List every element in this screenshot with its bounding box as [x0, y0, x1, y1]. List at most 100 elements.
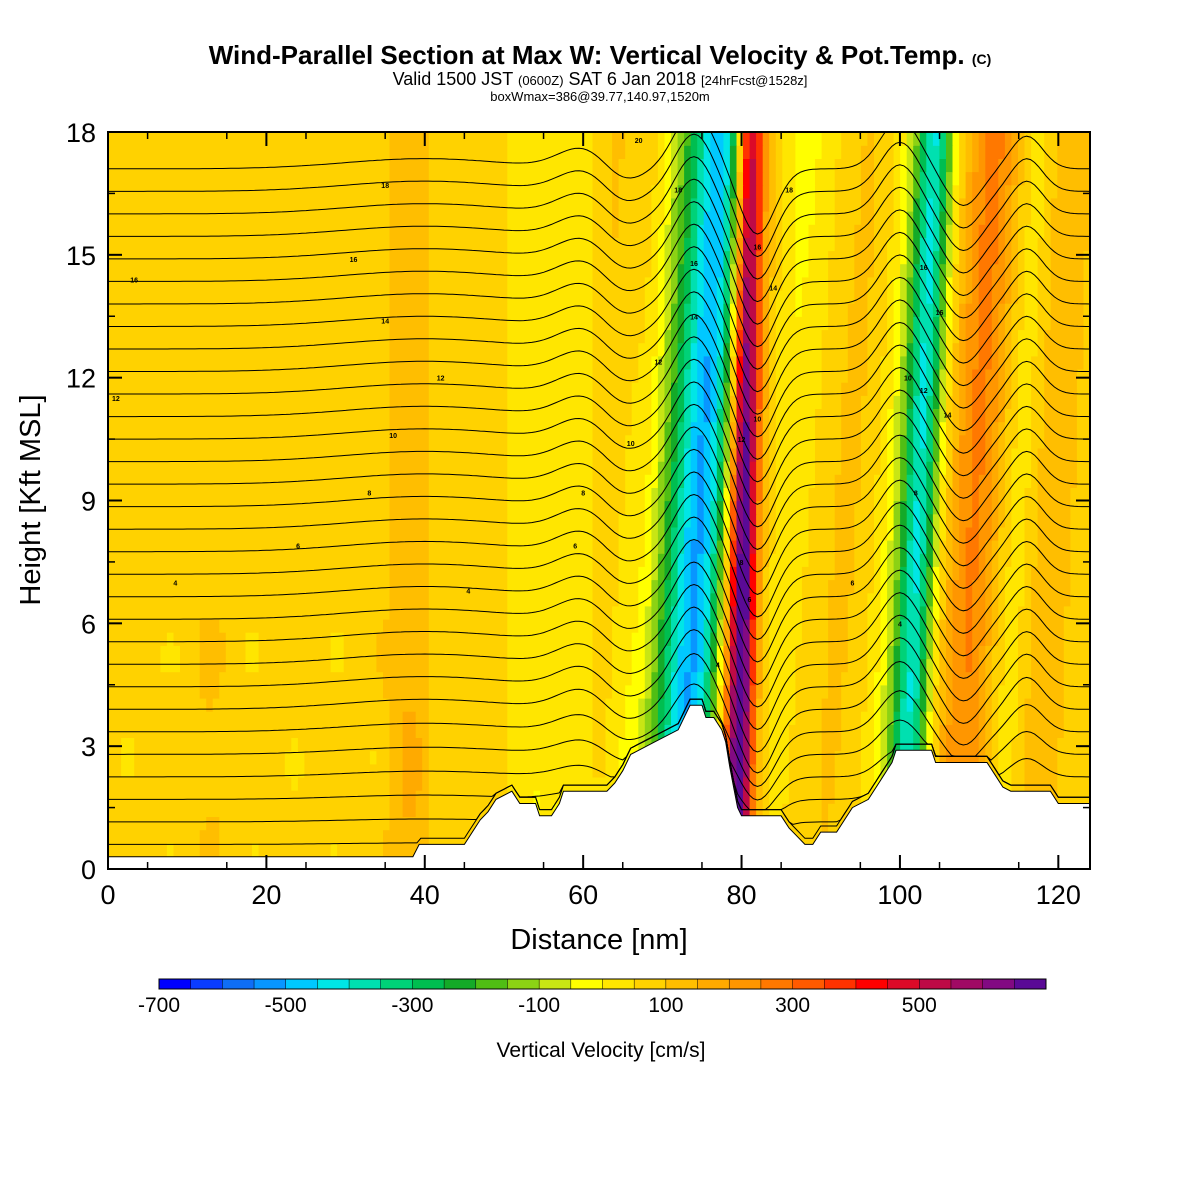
y-tick-label: 15	[66, 241, 96, 271]
theta-contours	[108, 132, 1090, 845]
colorbar-swatch	[222, 979, 255, 989]
theta-contour	[108, 246, 1090, 370]
theta-contour	[108, 583, 1090, 708]
colorbar-swatch	[665, 979, 699, 989]
theta-contour	[108, 493, 1090, 618]
svg-text:8: 8	[914, 490, 918, 497]
svg-text:8: 8	[367, 490, 371, 497]
svg-text:4: 4	[898, 621, 902, 628]
title-tag: (C)	[971, 51, 992, 67]
y-tick-label: 3	[81, 732, 96, 762]
theta-contour	[108, 133, 1090, 258]
theta-contour	[108, 201, 1090, 325]
theta-contour-label: 10	[627, 441, 635, 448]
theta-contour	[108, 358, 1090, 483]
colorbar-tick-label: 500	[902, 994, 937, 1017]
theta-contour-label: 10	[754, 417, 762, 424]
colorbar-swatch	[317, 979, 350, 989]
x-axis-label: Distance [nm]	[510, 924, 687, 956]
theta-contour-label: 4	[173, 580, 177, 587]
svg-text:10: 10	[627, 441, 635, 448]
svg-text:12: 12	[437, 376, 445, 383]
theta-contour-label: 6	[296, 544, 300, 551]
svg-text:16: 16	[936, 310, 944, 317]
colorbar-swatch	[729, 979, 762, 989]
theta-contour-label: 12	[655, 359, 663, 366]
svg-text:4: 4	[466, 589, 470, 596]
svg-text:18: 18	[785, 187, 793, 194]
colorbar-swatch	[950, 979, 984, 989]
terrain	[108, 704, 1090, 869]
theta-contour	[108, 561, 1090, 686]
theta-contour	[108, 606, 1090, 731]
theta-contour-label: 8	[367, 490, 371, 497]
theta-contour	[108, 426, 1090, 550]
colorbar-swatch	[792, 979, 825, 989]
colorbar-tick-label: -700	[138, 994, 180, 1017]
svg-text:4: 4	[716, 662, 720, 669]
theta-contour-label: 4	[898, 621, 902, 628]
theta-contour-label: 10	[904, 376, 912, 383]
theta-contour-label: 6	[748, 597, 752, 604]
colorbar-swatch	[254, 979, 287, 989]
colorbar-tick-label: 300	[775, 994, 810, 1017]
y-tick-label: 18	[66, 118, 96, 148]
svg-text:16: 16	[754, 245, 762, 252]
theta-contour-label: 16	[936, 310, 944, 317]
colorbar-swatch	[824, 979, 857, 989]
svg-text:6: 6	[296, 544, 300, 551]
colorbar-tick-label: -300	[391, 994, 433, 1017]
y-axis-label: Height [Kft MSL]	[15, 394, 47, 605]
valid-date: SAT 6 Jan 2018	[568, 69, 696, 89]
theta-contour-labels: 16 16 18 14 12 12 10 8 6 4 4 20 18 12 10 8 6 16 14 4 18 16 14 1…	[112, 138, 951, 669]
y-tick-label: 9	[81, 487, 96, 517]
theta-contour	[108, 291, 1090, 415]
svg-text:10: 10	[754, 417, 762, 424]
colorbar-tick-label: 100	[648, 994, 683, 1017]
forecast-info: [24hrFcst@1528z]	[701, 73, 808, 88]
colorbar-tick-label: -500	[265, 994, 307, 1017]
svg-text:10: 10	[389, 433, 397, 440]
colorbar-swatch	[190, 979, 223, 989]
svg-text:12: 12	[655, 359, 663, 366]
theta-contour-label: 18	[785, 187, 793, 194]
colorbar-swatch	[697, 979, 730, 989]
theta-contour	[108, 223, 1090, 348]
x-tick-label: 20	[251, 880, 281, 910]
svg-text:6: 6	[850, 580, 854, 587]
theta-contour-label: 16	[130, 277, 138, 284]
colorbar-tick-label: -100	[518, 994, 560, 1017]
colorbar-swatch	[634, 979, 667, 989]
svg-text:16: 16	[130, 277, 138, 284]
title-main: Wind-Parallel Section at Max W: Vertical…	[208, 40, 965, 70]
svg-text:14: 14	[690, 314, 698, 321]
theta-contour	[108, 156, 1090, 280]
svg-text:20: 20	[635, 138, 643, 145]
theta-contour-label: 12	[112, 396, 120, 403]
terrain-profile	[108, 704, 1090, 869]
theta-contour-label: 14	[381, 318, 389, 325]
theta-contour	[108, 313, 1090, 438]
theta-contour-label: 4	[466, 589, 470, 596]
theta-contour	[108, 698, 1090, 801]
colorbar-swatch	[444, 979, 477, 989]
svg-text:16: 16	[920, 265, 928, 272]
theta-contour	[108, 538, 1090, 663]
theta-contour-label: 14	[769, 286, 777, 293]
svg-text:18: 18	[381, 183, 389, 190]
theta-contour-label: 12	[920, 388, 928, 395]
theta-contour-label: 12	[738, 437, 746, 444]
theta-contour	[108, 683, 1090, 788]
chart-title: Wind-Parallel Section at Max W: Vertical…	[0, 40, 1200, 70]
colorbar-label: Vertical Velocity [cm/s]	[497, 1039, 706, 1062]
svg-text:16: 16	[690, 261, 698, 268]
theta-contour-label: 20	[635, 138, 643, 145]
colorbar-swatch	[855, 979, 889, 989]
colorbar-swatch	[602, 979, 635, 989]
theta-contour-label: 18	[674, 187, 682, 194]
theta-contour	[108, 403, 1090, 528]
x-tick-label: 40	[410, 880, 440, 910]
colorbar-swatch	[760, 979, 794, 989]
theta-contour-label: 10	[389, 433, 397, 440]
